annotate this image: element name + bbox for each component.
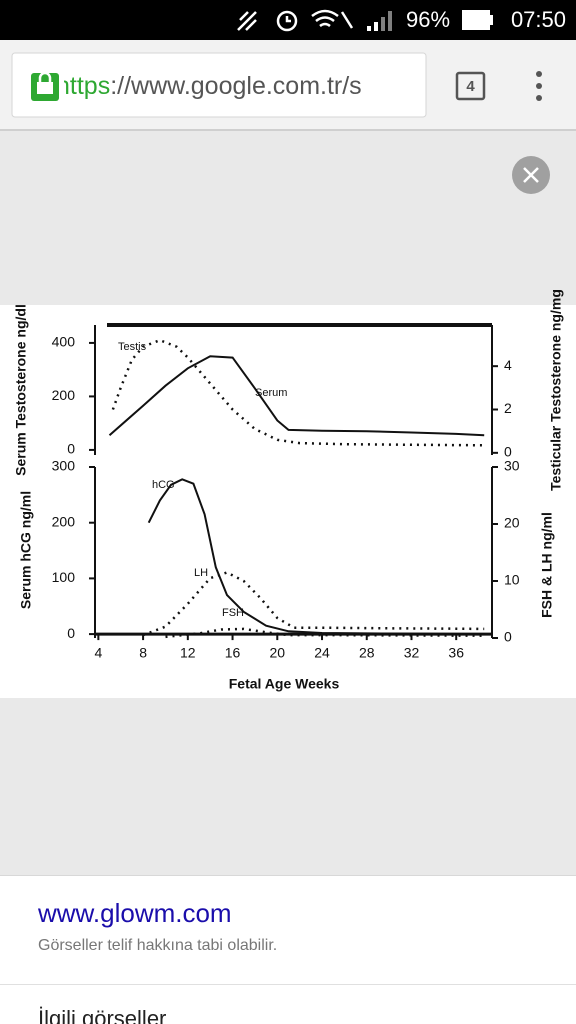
x-tick-label: 16: [225, 645, 241, 661]
series-annotation: Serum: [255, 387, 287, 399]
tab-switcher[interactable]: [455, 71, 486, 101]
y2-tick-label: 2: [504, 400, 512, 416]
y-tick-label: 100: [52, 569, 76, 585]
tab-count: 4: [466, 78, 475, 95]
y2-tick-label: 0: [504, 629, 512, 645]
y2-tick-label: 20: [504, 515, 520, 531]
y-tick-label: 300: [52, 458, 76, 474]
y-tick-label: 400: [52, 334, 76, 350]
result-note: Görseller telif hakkına tabi olabilir.: [38, 937, 277, 954]
y2-tick-label: 10: [504, 572, 520, 588]
x-tick-label: 4: [94, 645, 102, 661]
y2-tick-label: 4: [504, 357, 512, 373]
divider: [0, 984, 576, 985]
lock-shackle: [38, 71, 52, 82]
image-frame: [0, 305, 576, 698]
y2-axis-title: Testicular Testosterone ng/mg: [548, 289, 564, 491]
x-tick-label: 8: [139, 645, 147, 661]
battery-percent: 96%: [406, 7, 450, 32]
series-annotation: hCG: [152, 479, 175, 491]
series-annotation: LH: [194, 567, 208, 579]
lock-body: [37, 82, 53, 94]
x-tick-label: 12: [180, 645, 196, 661]
x-tick-label: 24: [314, 645, 330, 661]
clock: 07:50: [511, 7, 566, 32]
x-tick-label: 20: [269, 645, 285, 661]
signal-icon: [367, 11, 392, 31]
series-line: [147, 478, 485, 636]
y-axis-title: Serum Testosterone ng/dl: [13, 304, 29, 476]
result-card: [0, 875, 576, 1024]
card-edge: [0, 875, 576, 876]
result-site[interactable]: www.glowm.com: [37, 898, 232, 928]
related-heading[interactable]: İlgili görseller: [38, 1006, 166, 1024]
x-tick-label: 28: [359, 645, 375, 661]
series-annotation: FSH: [222, 607, 244, 619]
omnibox[interactable]: [11, 52, 427, 118]
url: https://www.google.com.tr/s: [56, 72, 362, 100]
status-icons: [237, 9, 354, 32]
battery-icon: [462, 10, 490, 30]
y-tick-label: 0: [67, 441, 75, 457]
x-tick-label: 36: [448, 645, 464, 661]
url-scheme: https: [56, 72, 110, 100]
series-line: [142, 571, 485, 637]
y2-axis-title: FSH & LH ng/ml: [539, 512, 555, 618]
x-tick-label: 32: [404, 645, 420, 661]
close-icon: [523, 167, 539, 183]
series-line: [108, 355, 485, 437]
y-axis-title: Serum hCG ng/ml: [18, 491, 34, 609]
series-annotation: Testis: [118, 341, 147, 353]
battery-tip: [490, 15, 493, 25]
y-tick-label: 0: [67, 625, 75, 641]
y2-tick-label: 0: [504, 444, 512, 460]
menu-button[interactable]: [536, 71, 542, 101]
toolbar-edge: [0, 129, 576, 131]
url-rest: ://www.google.com.tr/s: [110, 72, 361, 100]
y-tick-label: 200: [52, 513, 76, 529]
y-tick-label: 200: [52, 387, 76, 403]
x-axis-title: Fetal Age Weeks: [229, 676, 340, 692]
y2-tick-label: 30: [504, 458, 520, 474]
